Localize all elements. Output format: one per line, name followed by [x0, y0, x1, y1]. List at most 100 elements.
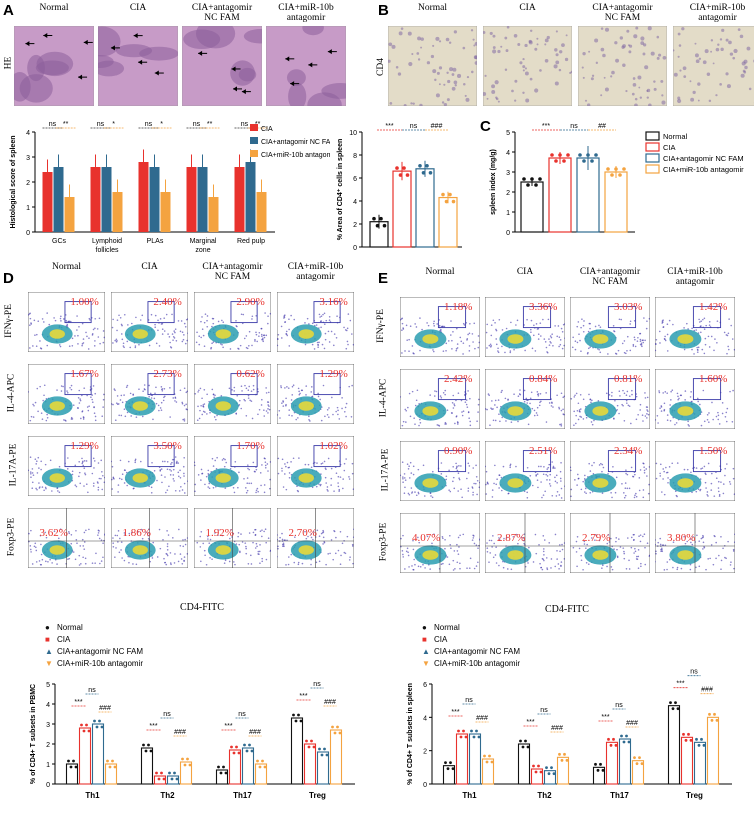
event-dot [278, 410, 281, 412]
population-core [215, 473, 231, 483]
event-dot [251, 315, 254, 318]
event-dot [83, 387, 86, 389]
event-dot [217, 320, 220, 323]
stained-cell [539, 69, 542, 72]
event-dot [494, 404, 496, 406]
event-dot [676, 392, 679, 395]
event-dot [181, 401, 184, 404]
event-dot [400, 474, 402, 477]
event-dot [159, 547, 162, 550]
event-dot [324, 476, 327, 479]
event-dot [342, 487, 344, 490]
event-dot [634, 547, 636, 550]
event-dot [352, 562, 354, 565]
event-dot [415, 399, 418, 402]
spleen-subsets-category-label: Treg [686, 791, 703, 800]
event-dot [185, 391, 188, 394]
event-dot [287, 563, 290, 566]
event-dot [530, 391, 533, 394]
event-dot [87, 409, 90, 412]
he-tile [182, 26, 262, 106]
event-dot [304, 463, 307, 466]
event-dot [561, 548, 564, 551]
event-dot [444, 538, 446, 541]
event-dot [212, 317, 215, 320]
event-dot [443, 325, 446, 328]
event-dot [330, 467, 333, 470]
stained-cell [634, 97, 638, 101]
event-dot [523, 542, 525, 545]
event-dot [311, 343, 314, 346]
event-dot [91, 334, 94, 336]
event-dot [703, 352, 706, 355]
event-dot [325, 319, 328, 322]
event-dot [301, 562, 304, 565]
score-y-tick-label: 3 [26, 155, 30, 162]
spleen-subsets-category-label: Th17 [610, 791, 629, 800]
event-dot [497, 399, 500, 401]
event-dot [148, 384, 150, 387]
event-dot [623, 351, 626, 354]
stained-cell [704, 49, 709, 54]
event-dot [245, 491, 248, 494]
event-dot [201, 472, 203, 475]
event-dot [689, 396, 692, 398]
event-dot [332, 344, 335, 347]
event-dot [337, 409, 339, 412]
stained-cell [443, 83, 446, 86]
event-dot [703, 328, 706, 330]
event-dot [292, 457, 295, 460]
event-dot [691, 327, 693, 330]
event-dot [599, 326, 602, 329]
stained-cell [398, 31, 403, 36]
event-dot [147, 532, 149, 534]
event-dot [102, 398, 105, 401]
event-dot [77, 334, 79, 337]
stained-cell [519, 61, 523, 65]
event-dot [243, 337, 246, 340]
event-dot [663, 493, 666, 496]
event-dot [265, 541, 267, 544]
event-dot [547, 318, 550, 321]
stained-cell [529, 77, 533, 81]
event-dot [646, 413, 648, 415]
arrow-head [290, 81, 295, 87]
event-dot [38, 560, 41, 562]
event-dot [657, 422, 659, 424]
event-dot [42, 399, 44, 402]
event-dot [194, 461, 196, 464]
event-dot [58, 491, 61, 494]
event-dot [296, 489, 299, 492]
pbmc-subsets-legend-marker: ■ [45, 635, 50, 644]
event-dot [582, 480, 585, 483]
he-header-0: Normal [39, 3, 69, 13]
pbmc-subsets-y-tick-label: 4 [46, 702, 50, 709]
event-dot [78, 402, 81, 404]
event-dot [448, 563, 451, 566]
event-dot [92, 482, 95, 485]
he-row-label: HE [3, 56, 14, 70]
stained-cell [522, 69, 525, 72]
stained-cell [497, 49, 501, 54]
event-dot [211, 325, 213, 328]
spleen-point [614, 167, 618, 171]
event-dot [726, 352, 728, 355]
pbmc-subsets-point [222, 765, 225, 769]
event-dot [450, 334, 452, 336]
event-dot [496, 478, 498, 481]
event-dot [411, 492, 413, 494]
spleen-subsets-sig-a-label: *** [526, 719, 534, 726]
event-dot [495, 483, 498, 486]
event-dot [263, 530, 265, 533]
event-dot [343, 469, 346, 472]
event-dot [686, 468, 689, 471]
event-dot [629, 349, 632, 352]
event-dot [540, 481, 542, 483]
event-dot [179, 330, 182, 333]
event-dot [112, 537, 114, 539]
population-core [422, 478, 439, 488]
event-dot [352, 536, 354, 539]
event-dot [82, 416, 85, 418]
area-point [448, 192, 452, 197]
event-dot [166, 530, 168, 532]
